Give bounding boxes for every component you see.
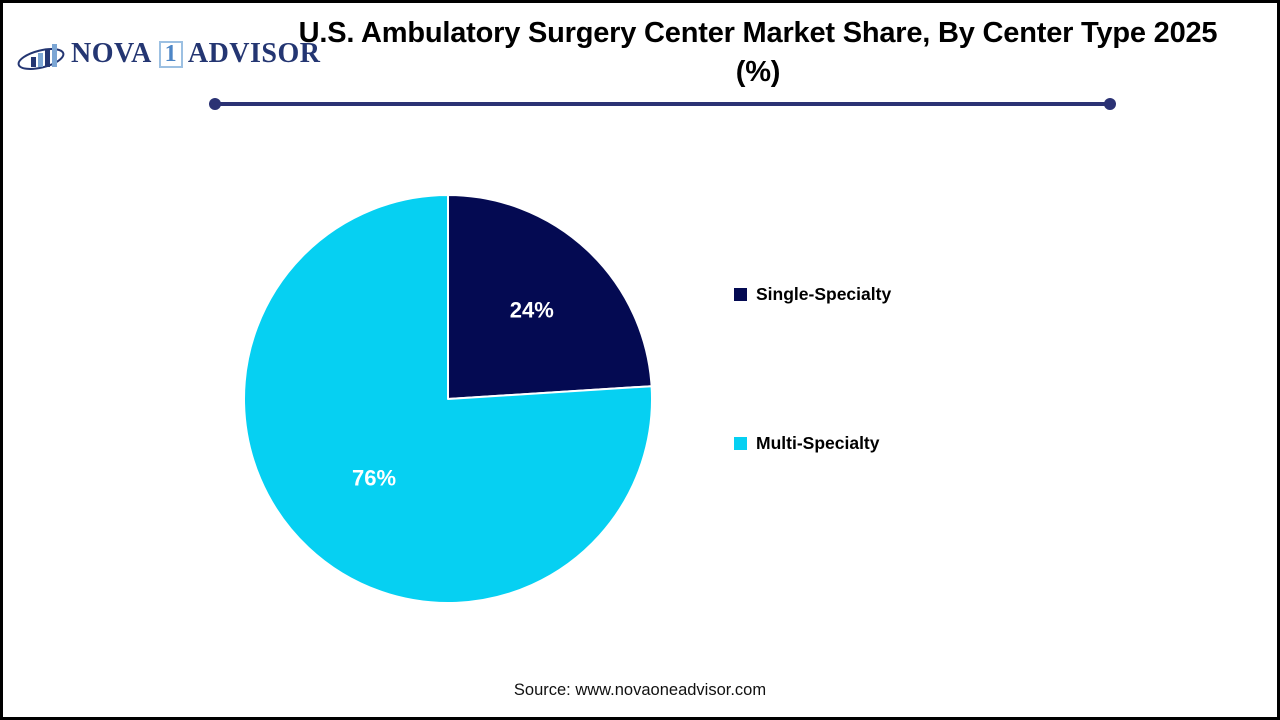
pie-data-label-multi-specialty: 76% [352,465,396,490]
pie-chart: 24% 76% [243,194,654,604]
logo-word-advisor: ADVISOR [187,38,321,69]
logo-wordmark: NOVA 1 ADVISOR [71,38,320,70]
legend-label-single-specialty: Single-Specialty [756,284,892,304]
legend-item-multi-specialty: Multi-Specialty [734,433,880,454]
legend-item-single-specialty: Single-Specialty [734,284,891,305]
nova-one-advisor-logo: NOVA 1 ADVISOR [17,35,320,73]
pie-slice-multi-specialty [243,194,654,604]
pie-data-label-single-specialty: 24% [510,297,554,322]
logo-word-nova: NOVA [71,38,152,69]
title-underline-divider [215,102,1110,106]
bar-chart-swoosh-icon [17,44,65,70]
pie-slice-single-specialty [447,194,653,400]
legend-swatch-multi-specialty [734,437,747,450]
legend-swatch-single-specialty [734,288,747,301]
legend-label-multi-specialty: Multi-Specialty [756,433,880,453]
chart-title: U.S. Ambulatory Surgery Center Market Sh… [298,17,1218,88]
divider-left-dot [209,98,221,110]
divider-right-dot [1104,98,1116,110]
source-attribution: Source: www.novaoneadvisor.com [513,681,767,699]
pie-chart-area: 24% 76% [238,189,658,609]
logo-digit-one: 1 [158,40,183,68]
